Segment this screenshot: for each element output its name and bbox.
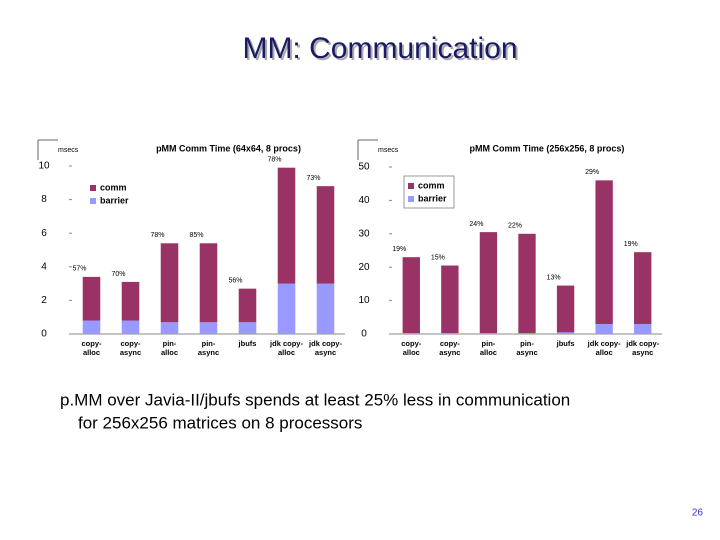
- y-tick-label: 10: [38, 161, 50, 172]
- percent-label: 15%: [431, 254, 445, 261]
- bar-segment: [441, 332, 459, 334]
- x-tick-label: jdk copy-alloc: [587, 339, 621, 357]
- y-tick-label: 20: [358, 262, 370, 273]
- bar-segment: [277, 167, 296, 284]
- page-number: 26: [692, 508, 704, 519]
- percent-label: 73%: [306, 175, 320, 182]
- x-tick-label: copy-alloc: [401, 339, 422, 357]
- bar-segment: [82, 276, 101, 321]
- bar-segment: [402, 257, 420, 333]
- x-tick-label: pin-async: [516, 339, 537, 357]
- bar-segment: [238, 322, 257, 334]
- x-tick-label: pin-async: [198, 339, 219, 357]
- x-tick-label: copy-alloc: [81, 339, 102, 357]
- bar-segment: [199, 322, 218, 334]
- body-text: for 256x256 matrices on 8 processors: [78, 413, 362, 432]
- x-tick-label: jbufs: [238, 339, 257, 348]
- y-tick-label: 4: [41, 261, 47, 272]
- y-tick-label: 0: [361, 329, 367, 340]
- legend-box: [403, 175, 455, 209]
- percent-label: 57%: [72, 266, 86, 273]
- y-tick-label: 40: [358, 195, 370, 206]
- x-tick-label: pin-alloc: [480, 339, 497, 357]
- x-tick-label: copy-async: [439, 339, 460, 357]
- percent-label: 22%: [508, 223, 522, 230]
- legend-label: barrier: [418, 193, 447, 203]
- y-tick-label: 0: [41, 329, 47, 340]
- y-tick-label: 30: [358, 228, 370, 239]
- bar-segment: [441, 265, 459, 333]
- chart-title: pMM Comm Time (256x256, 8 procs): [470, 143, 625, 153]
- y-tick-label: 50: [358, 162, 370, 173]
- x-tick-label: jbufs: [556, 339, 575, 348]
- bar-segment: [316, 186, 335, 284]
- x-tick-label: jdk copy-alloc: [269, 339, 303, 357]
- y-tick-label: 8: [41, 194, 47, 205]
- legend-label: comm: [418, 180, 445, 190]
- bar-segment: [199, 243, 218, 323]
- percent-label: 19%: [392, 246, 406, 253]
- legend-label: barrier: [100, 195, 129, 205]
- bar-segment: [634, 252, 652, 324]
- bar-segment: [316, 283, 335, 334]
- bar-segment: [518, 332, 536, 334]
- bar-segment: [160, 243, 179, 323]
- chart-title: pMM Comm Time (64x64, 8 procs): [156, 143, 301, 153]
- y-tick-label: 6: [41, 228, 47, 239]
- slide-title: MM: Communication: [242, 32, 517, 65]
- legend-swatch: [408, 183, 414, 189]
- x-tick-label: jdk copy-async: [308, 339, 342, 357]
- x-tick-label: copy-async: [120, 339, 141, 357]
- bar-segment: [479, 232, 498, 333]
- x-tick-label: jdk copy-async: [625, 339, 659, 357]
- percent-label: 70%: [111, 271, 125, 278]
- bar-segment: [556, 332, 575, 334]
- bar-segment: [595, 180, 613, 324]
- y-axis-label: msecs: [58, 147, 79, 154]
- bar-segment: [556, 285, 575, 333]
- y-axis-label: msecs: [378, 147, 399, 154]
- bar-segment: [595, 323, 613, 334]
- bar-segment: [121, 281, 140, 321]
- percent-label: 13%: [547, 274, 561, 281]
- bar-segment: [160, 322, 179, 334]
- bar-segment: [402, 332, 420, 334]
- percent-label: 19%: [624, 241, 638, 248]
- bar-segment: [238, 288, 257, 323]
- x-tick-label: pin-alloc: [161, 339, 178, 357]
- bar-segment: [518, 233, 536, 333]
- bar-segment: [121, 320, 140, 334]
- legend-swatch: [90, 185, 96, 191]
- legend-label: comm: [100, 182, 127, 192]
- bar-segment: [82, 320, 101, 334]
- legend-swatch: [408, 196, 414, 202]
- percent-label: 56%: [228, 277, 242, 284]
- y-tick-label: 10: [358, 295, 370, 306]
- percent-label: 85%: [189, 232, 203, 239]
- title-shadow: MM: Communication: [244, 34, 519, 67]
- percent-label: 24%: [469, 221, 483, 228]
- legend-swatch: [90, 198, 96, 204]
- y-tick-label: 2: [41, 295, 47, 306]
- percent-label: 78%: [150, 232, 164, 239]
- body-text: p.MM over Javia-II/jbufs spends at least…: [60, 390, 570, 409]
- percent-label: 29%: [585, 169, 599, 176]
- percent-label: 78%: [267, 157, 281, 164]
- bar-segment: [634, 323, 652, 334]
- bar-segment: [479, 332, 498, 334]
- bar-segment: [277, 283, 296, 334]
